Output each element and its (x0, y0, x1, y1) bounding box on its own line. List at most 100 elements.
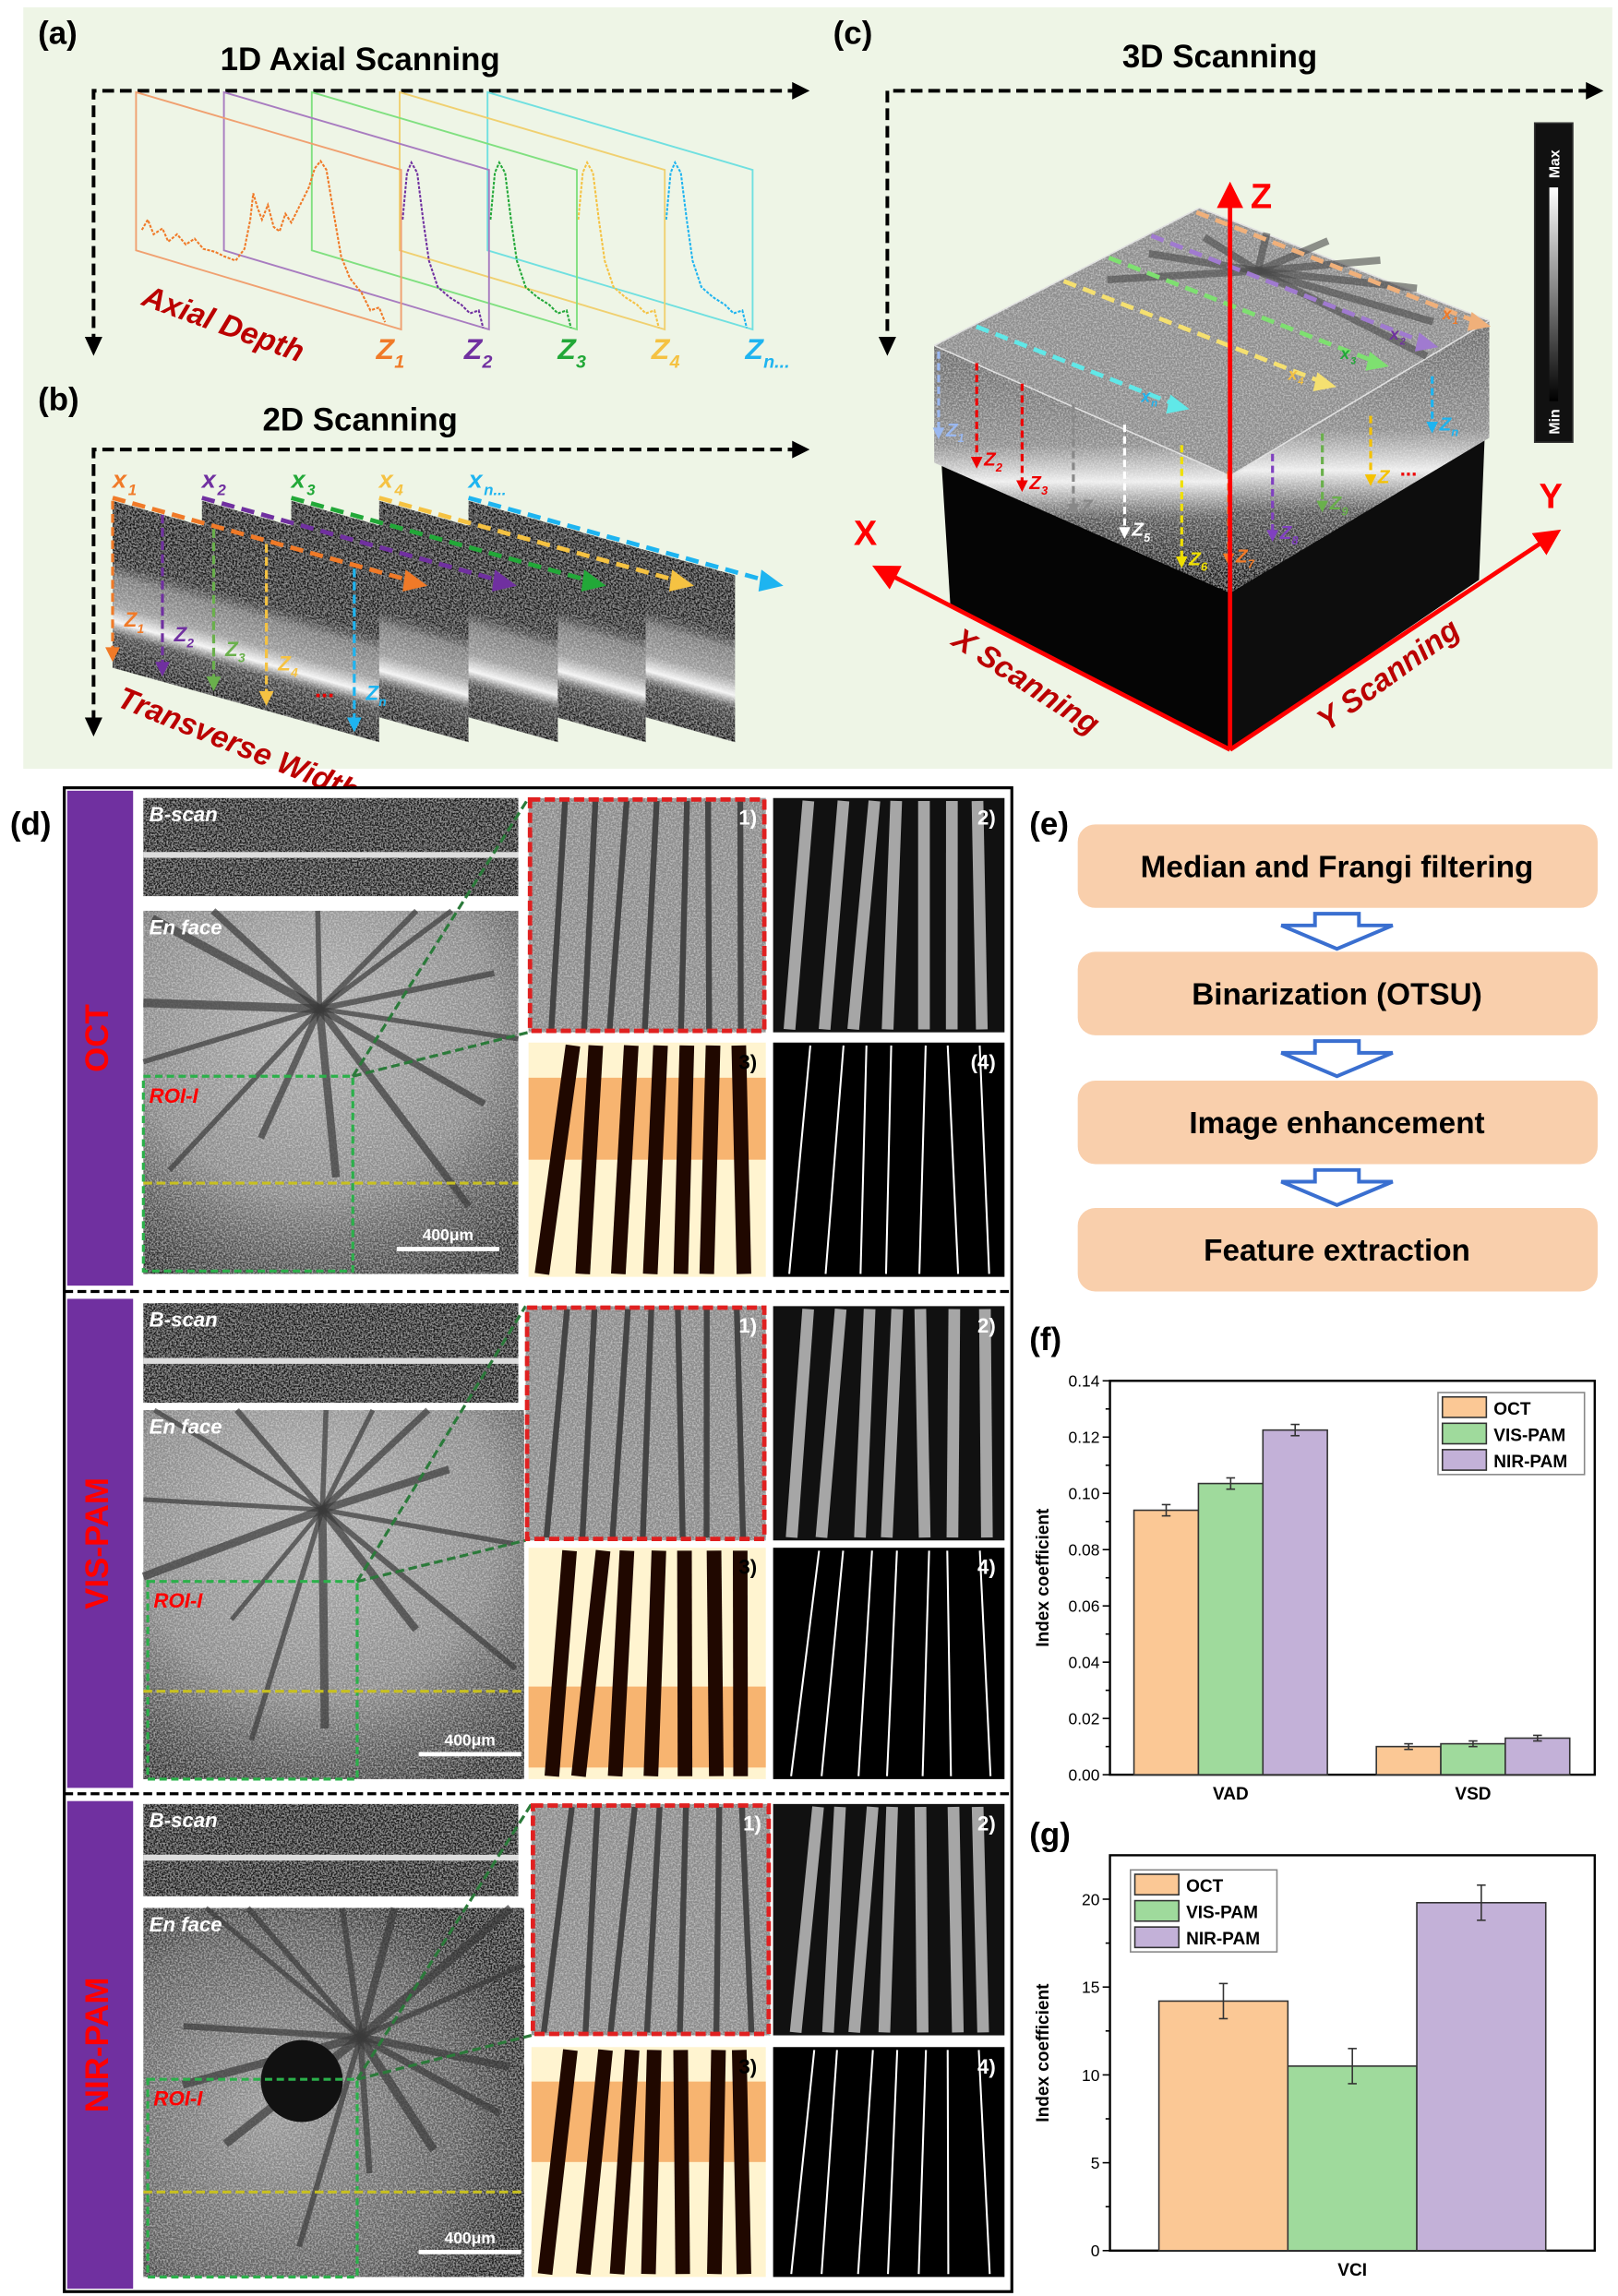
c-z-label: Z (1377, 467, 1391, 488)
vessel (152, 1407, 324, 1513)
vessel (143, 1497, 323, 1513)
b-scan-image (143, 1303, 519, 1404)
c-x-label-base: x (1442, 305, 1453, 323)
vessel (789, 1806, 824, 2034)
roi-processing-step-4: (4) (773, 1042, 1005, 1277)
x-scan-arrow (975, 324, 1178, 407)
x-scan-arrow (378, 496, 680, 584)
c-x-label-sub: 4 (1297, 377, 1303, 388)
vessel (978, 1309, 993, 1538)
x-axis (871, 565, 1231, 752)
vessel (576, 2049, 613, 2275)
step-number-label: 3) (738, 1050, 757, 1073)
panel-b-label: (b) (38, 381, 79, 417)
legend-label: OCT (1186, 1877, 1224, 1896)
vessel (357, 2037, 373, 2174)
vessel-shadow (1257, 267, 1418, 293)
skeleton-line (857, 1550, 873, 1776)
step-number-label: 4) (977, 2055, 996, 2078)
legend-label: NIR-PAM (1493, 1453, 1567, 1472)
step-number-label: 2) (977, 806, 996, 829)
skeleton-line (946, 1045, 960, 1274)
step-number-label: 1) (738, 806, 757, 829)
panel-c-label: (c) (833, 16, 873, 52)
vessel (731, 1045, 751, 1274)
vessel (318, 1006, 486, 1107)
legend-swatch (1441, 1449, 1488, 1471)
vessel (819, 800, 850, 1030)
b-z-label-sub: 2 (186, 637, 194, 651)
y-axis (1228, 529, 1562, 752)
y-tick-label: 0.06 (1069, 1597, 1100, 1616)
vessel (784, 800, 815, 1030)
a-z-label-base: Z (651, 332, 671, 365)
scale-bar-label: 400μm (445, 1730, 496, 1749)
zoom-guide-line (356, 1538, 526, 1584)
scan-axis-dashed (91, 448, 800, 725)
roi-processing-step-1: 1) (527, 796, 767, 1034)
y-axis-title: Index coefficient (1034, 1508, 1053, 1647)
c-z-label-base: Z (1188, 548, 1202, 569)
c-x-label-sub: n (1151, 399, 1157, 410)
y-tick-label: 0.04 (1069, 1654, 1100, 1672)
vessel (914, 1806, 929, 2033)
scale-bar-label: 400μm (423, 1226, 473, 1244)
vessel (258, 1007, 323, 1140)
vessel (607, 1549, 635, 1777)
a-scan-signal-curve (577, 160, 660, 329)
step-number-label: 3) (738, 2055, 757, 2078)
b-x-label-base: x (200, 465, 217, 493)
vessel (204, 1906, 363, 2039)
b-x-label-sub: 2 (217, 481, 227, 498)
c-z-label-sub: 4 (1092, 508, 1099, 521)
vessel (643, 1806, 663, 2033)
modality-label: VIS-PAM (79, 1477, 115, 1609)
vessel (143, 999, 320, 1013)
b-z-label-base: Z (277, 652, 292, 676)
vessel (234, 1408, 325, 1512)
x-scan-arrow (1108, 256, 1377, 365)
vessel (141, 1505, 324, 1581)
arrow-down-icon (878, 336, 896, 356)
a-z-label-sub: 2 (481, 352, 492, 372)
panel-e-label: (e) (1029, 806, 1069, 842)
a-scan-frame (222, 90, 490, 331)
arrow-down-icon (105, 647, 120, 663)
y-axis-label: Y (1539, 478, 1562, 517)
vessel-shadow (1256, 267, 1434, 326)
ellipsis: ... (315, 676, 334, 702)
vessel (142, 1006, 321, 1065)
vessel (359, 1962, 526, 2040)
en-face-label: En face (150, 1415, 222, 1438)
skeleton-line (946, 1550, 953, 1776)
en-face-label: En face (150, 1913, 222, 1936)
vessel (737, 800, 744, 1030)
optic-disc (260, 2039, 343, 2123)
vessel (606, 800, 630, 1030)
zoom-guide-line (352, 1031, 530, 1078)
arrow-head-icon (1414, 332, 1439, 352)
b-x-label-base: x (111, 465, 127, 493)
vessel (713, 1806, 723, 2033)
vessel (319, 1408, 376, 1512)
arrow-head-icon (1467, 311, 1492, 331)
b-z-label-sub: 3 (238, 652, 246, 665)
arrow-down-icon (155, 662, 170, 677)
arrow-head-icon (1365, 352, 1389, 371)
en-face-image (143, 1410, 524, 1779)
vessel (673, 1045, 695, 1274)
roi-box (141, 1074, 354, 1273)
legend-label: OCT (1493, 1400, 1531, 1419)
vessel (734, 1309, 747, 1538)
c-x-label-base: x (1288, 365, 1299, 383)
vessel (246, 1906, 363, 2039)
